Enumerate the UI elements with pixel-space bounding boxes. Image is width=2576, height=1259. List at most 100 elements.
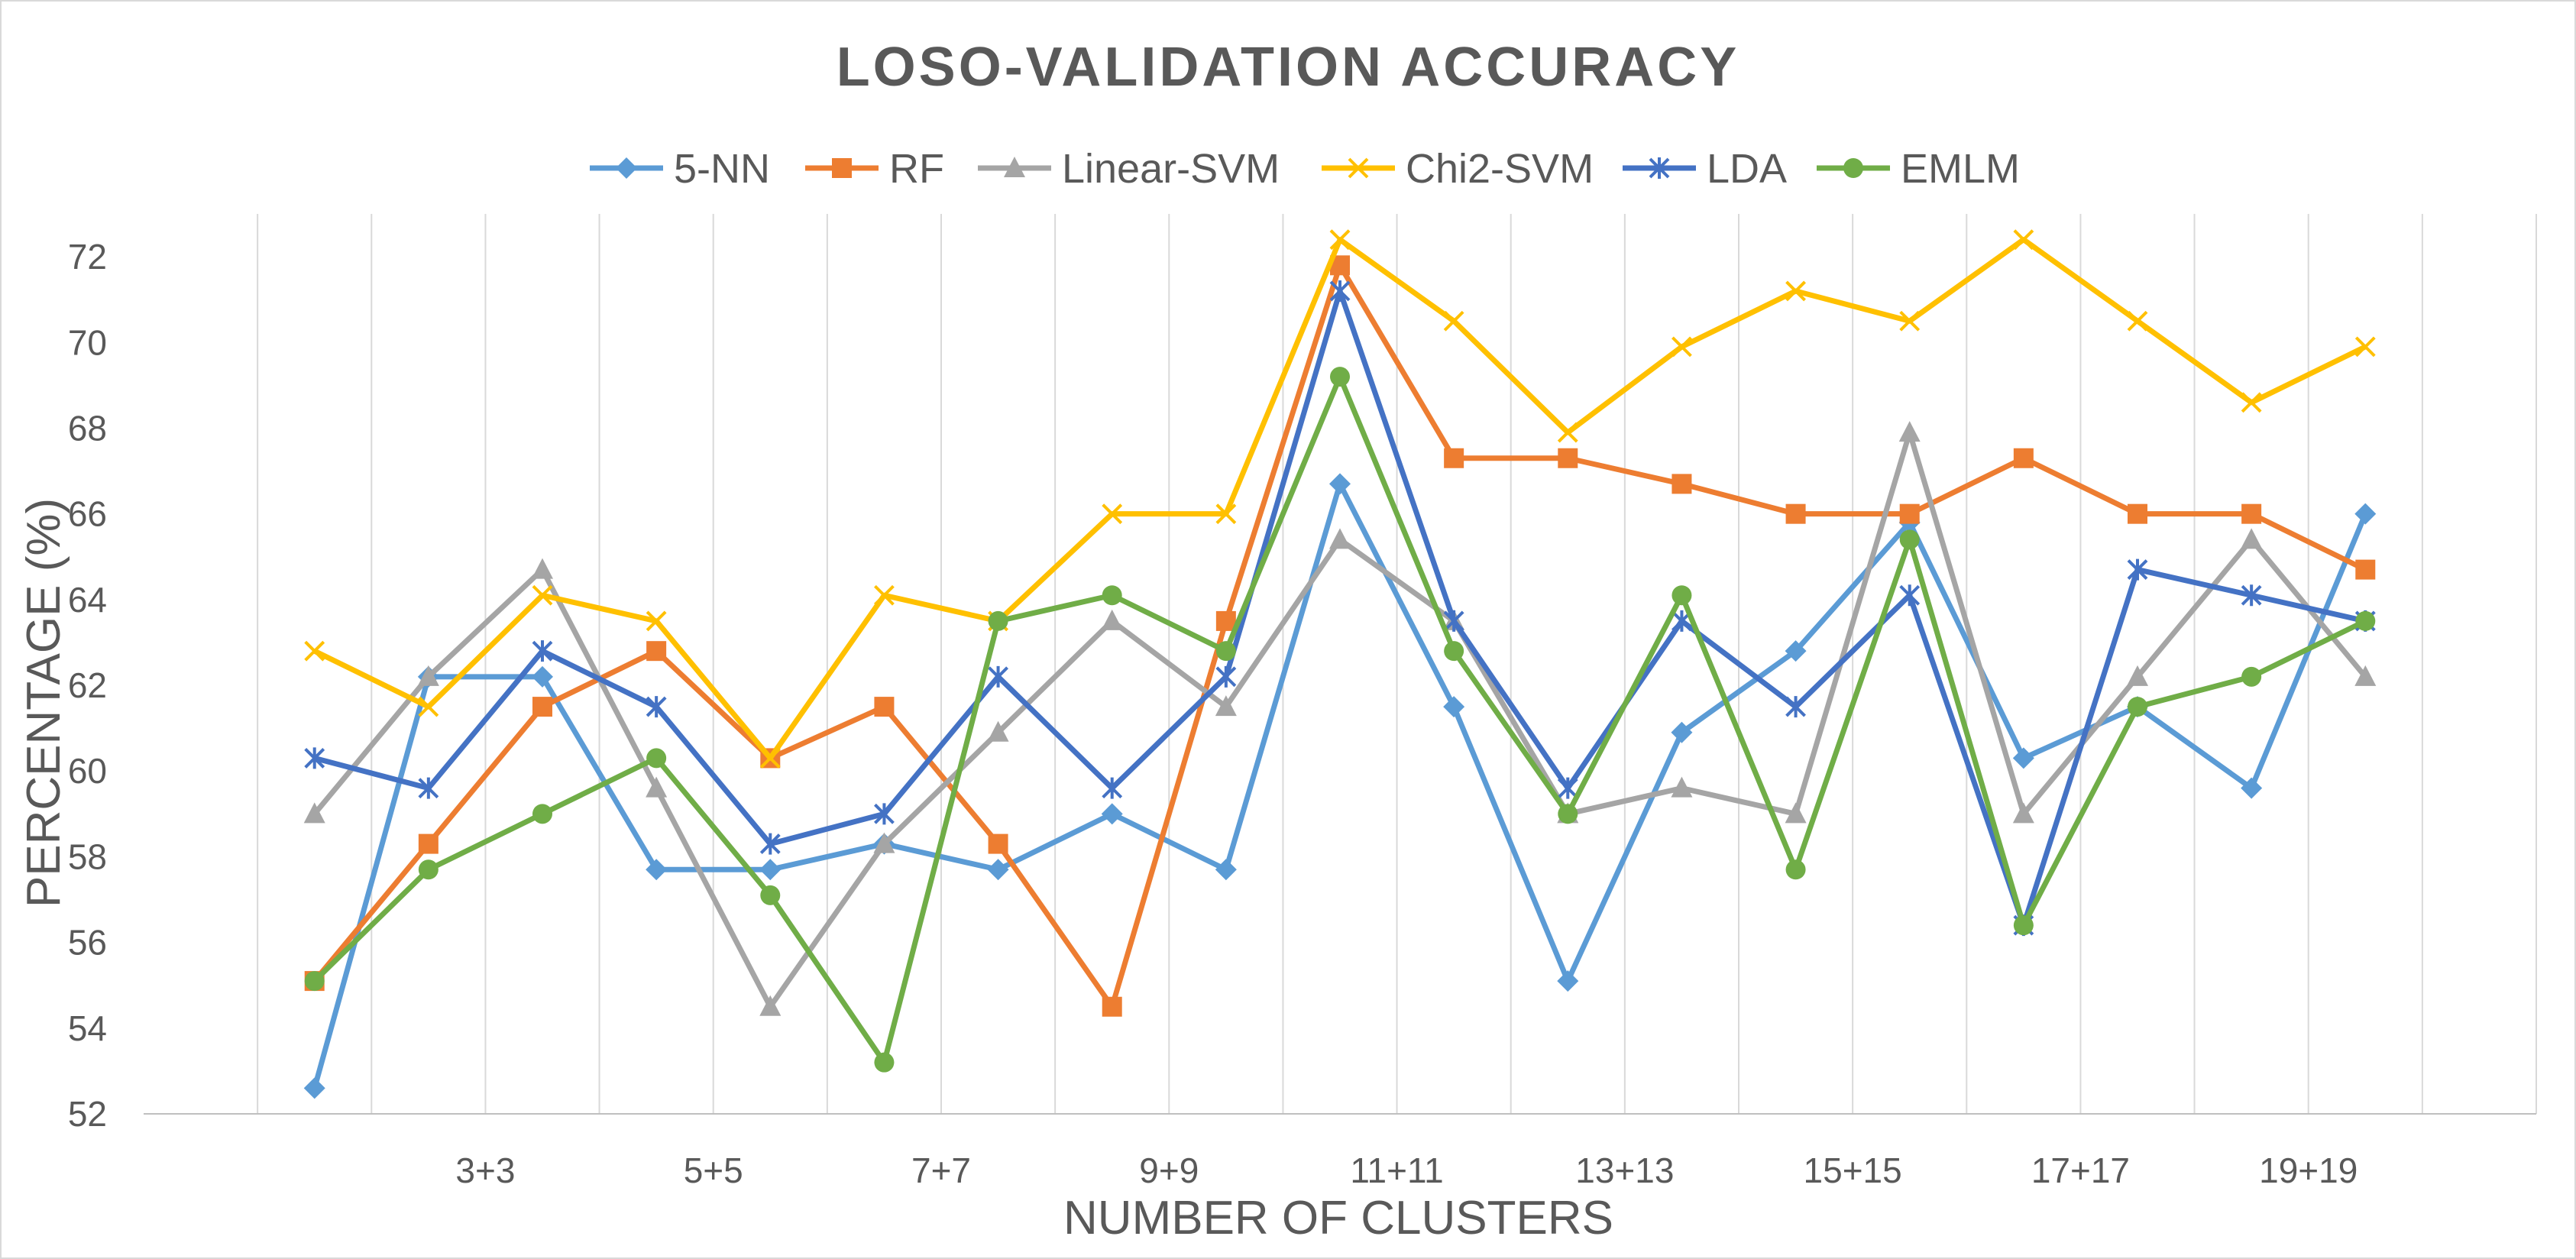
x-tick-label: 9+9	[1139, 1151, 1199, 1190]
data-point	[832, 158, 852, 178]
data-point	[1557, 777, 1578, 799]
legend-label: LDA	[1707, 146, 1787, 192]
data-point	[2128, 697, 2147, 717]
data-point	[1329, 528, 1351, 549]
data-point	[2128, 503, 2147, 524]
data-point	[532, 584, 553, 606]
data-point	[874, 584, 895, 606]
y-axis-ticks: 52 54 56 58 60 62 64 66 68 70 72	[68, 237, 107, 1134]
data-point	[1899, 503, 1920, 524]
legend-label: 5-NN	[674, 146, 770, 192]
data-point	[1557, 970, 1579, 992]
x-tick-label: 15+15	[1804, 1151, 1902, 1190]
data-point	[1329, 473, 1351, 495]
x-axis-title: NUMBER OF CLUSTERS	[1063, 1192, 1613, 1244]
data-point	[1671, 721, 1693, 743]
data-point	[2013, 448, 2034, 468]
legend-entry: 5-NN	[590, 146, 770, 192]
data-point	[1215, 503, 1237, 525]
data-point	[646, 641, 667, 662]
legend-label: RF	[889, 146, 944, 192]
data-point	[1785, 640, 1807, 662]
legend-label: Chi2-SVM	[1406, 146, 1594, 192]
data-point	[1785, 802, 1807, 824]
data-point	[1898, 421, 1921, 442]
data-point	[532, 697, 552, 717]
data-point	[2012, 747, 2034, 769]
y-tick-label: 54	[68, 1008, 107, 1048]
data-point	[2241, 392, 2262, 413]
data-point	[1329, 280, 1351, 302]
data-point	[1444, 448, 1464, 468]
data-point	[2127, 665, 2148, 686]
data-point	[2241, 528, 2263, 549]
y-tick-label: 68	[68, 408, 107, 448]
data-point	[1558, 804, 1578, 824]
data-point	[759, 833, 781, 855]
data-point	[987, 859, 1009, 881]
data-point	[759, 747, 781, 769]
data-point	[759, 859, 782, 881]
data-point	[418, 696, 439, 717]
data-point	[1443, 310, 1464, 332]
legend-entry: RF	[805, 146, 944, 192]
data-point	[1843, 158, 1863, 178]
data-point	[1785, 503, 1806, 524]
data-point	[1215, 641, 1236, 662]
y-axis-title: PERCENTAGE (%)	[18, 498, 70, 908]
data-point	[2354, 336, 2376, 358]
data-point	[2241, 584, 2262, 607]
y-tick-label: 64	[68, 580, 107, 620]
x-tick-label: 11+11	[1350, 1151, 1443, 1190]
data-point	[1899, 310, 1921, 332]
data-point	[1215, 859, 1237, 881]
data-point	[418, 859, 439, 880]
data-point	[2012, 802, 2034, 824]
data-point	[418, 833, 439, 854]
data-point	[1102, 503, 1123, 525]
data-point	[532, 665, 553, 688]
data-point	[2355, 610, 2376, 631]
data-point	[1102, 777, 1123, 799]
data-point	[2354, 665, 2377, 686]
data-point	[2013, 915, 2034, 936]
data-point	[2013, 229, 2034, 251]
data-point	[1558, 448, 1578, 468]
y-tick-label: 72	[68, 237, 107, 277]
data-point	[760, 885, 781, 905]
data-point	[1444, 641, 1464, 662]
legend-entry: EMLM	[1817, 146, 2020, 192]
legend: 5-NN RF Linear-SVM Chi2-SVM LDA EMLM	[590, 146, 2020, 192]
y-tick-label: 58	[68, 837, 107, 876]
y-tick-label: 70	[68, 322, 107, 362]
data-point	[304, 971, 325, 992]
data-point	[2127, 558, 2148, 581]
data-point	[532, 558, 553, 579]
data-point	[303, 802, 325, 824]
data-point	[1557, 422, 1578, 443]
data-point	[304, 640, 325, 662]
y-tick-label: 60	[68, 751, 107, 791]
data-point	[1785, 859, 1806, 880]
x-tick-label: 17+17	[2031, 1151, 2130, 1190]
legend-entry: Linear-SVM	[978, 146, 1280, 192]
legend-entry: Chi2-SVM	[1322, 146, 1594, 192]
data-point	[532, 640, 553, 662]
data-point	[1899, 529, 1920, 550]
data-point	[1649, 157, 1670, 179]
data-point	[646, 748, 667, 769]
data-point	[646, 696, 667, 718]
x-tick-label: 3+3	[455, 1151, 515, 1190]
data-point	[2355, 559, 2376, 580]
data-point	[1443, 610, 1464, 632]
data-point	[1102, 585, 1122, 606]
data-point	[646, 610, 667, 632]
data-point	[759, 995, 782, 1016]
data-point	[1671, 776, 1693, 798]
data-point	[1443, 696, 1465, 718]
data-point	[418, 777, 439, 799]
data-point	[1785, 280, 1806, 302]
data-point	[304, 747, 325, 769]
